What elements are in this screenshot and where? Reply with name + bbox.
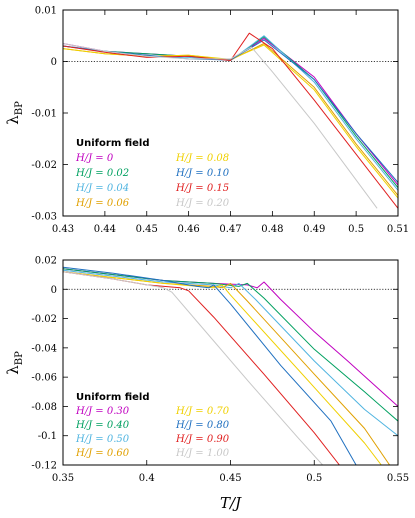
series-line-5 xyxy=(63,266,357,465)
legend-entry: H/J = 0.02 xyxy=(75,168,129,179)
x-tick-label: 0.45 xyxy=(136,224,158,235)
series-line-0 xyxy=(63,268,398,407)
y-axis-label-subscript: BP xyxy=(14,351,25,365)
top-chart-panel: 0.43 0.44 0.45 0.46 0.47 0.48 0.49 0.5 0.51 0.01 0… xyxy=(4,6,409,236)
series-lines xyxy=(63,32,398,209)
y-tick-label: 0 xyxy=(51,285,57,296)
legend-entry: H/J = 0.08 xyxy=(175,153,229,164)
legend-title: Uniform field xyxy=(76,392,150,403)
series-line-7 xyxy=(63,43,378,209)
y-tick-label: -0.02 xyxy=(31,160,57,171)
x-tick-label: 0.35 xyxy=(52,473,74,484)
legend-entry: H/J = 0 xyxy=(75,153,114,164)
legend: Uniform field H/J = 0 H/J = 0.02 H/J = 0.04… xyxy=(75,138,230,209)
x-tick-label: 0.46 xyxy=(177,224,199,235)
legend-entry: H/J = 0.15 xyxy=(175,183,229,194)
y-axis-label-subscript: BP xyxy=(14,101,25,115)
x-tick-label: 0.51 xyxy=(387,224,409,235)
legend-entry: H/J = 1.00 xyxy=(175,448,230,459)
legend-entry: H/J = 0.10 xyxy=(175,168,230,179)
x-axis-label: T/J xyxy=(220,494,242,512)
y-tick-label: 0 xyxy=(51,57,57,68)
legend-entry: H/J = 0.30 xyxy=(75,406,130,417)
legend-entry: H/J = 0.60 xyxy=(75,448,130,459)
legend: Uniform field H/J = 0.30 H/J = 0.40 H/J = 0… xyxy=(75,392,230,459)
x-tick-label: 0.4 xyxy=(139,473,155,484)
x-tick-label: 0.44 xyxy=(94,224,116,235)
y-tick-label: -0.04 xyxy=(31,343,57,354)
y-tick-label: -0.12 xyxy=(31,461,57,472)
legend-entry: H/J = 0.50 xyxy=(75,434,130,445)
legend-entry: H/J = 0.90 xyxy=(175,434,230,445)
y-tick-label: -0.03 xyxy=(31,212,57,223)
series-line-2 xyxy=(63,269,398,437)
y-axis-label-main: λ xyxy=(4,365,22,375)
series-lines xyxy=(63,266,398,465)
y-tick-label: -0.06 xyxy=(31,373,57,384)
y-axis-label: λBP xyxy=(4,351,25,375)
x-tick-label: 0.5 xyxy=(348,224,364,235)
y-tick-label: -0.08 xyxy=(31,402,57,413)
y-axis-label: λBP xyxy=(4,101,25,125)
series-line-5 xyxy=(63,39,398,183)
x-tick-label: 0.49 xyxy=(303,224,325,235)
y-tick-label: -0.1 xyxy=(38,431,57,442)
series-line-4 xyxy=(63,271,382,465)
y-tick-label: -0.01 xyxy=(31,109,57,120)
legend-entry: H/J = 0.70 xyxy=(175,406,230,417)
legend-entry: H/J = 0.06 xyxy=(75,198,130,209)
y-tick-label: 0.01 xyxy=(35,6,57,17)
y-tick-label: 0.02 xyxy=(35,256,57,267)
legend-entry: H/J = 0.80 xyxy=(175,420,230,431)
series-line-1 xyxy=(63,268,398,422)
legend-entry: H/J = 0.40 xyxy=(75,420,130,431)
y-tick-label: -0.02 xyxy=(31,314,57,325)
x-tick-label: 0.43 xyxy=(52,224,74,235)
series-line-6 xyxy=(63,32,398,209)
legend-entry: H/J = 0.20 xyxy=(175,198,230,209)
legend-entry: H/J = 0.04 xyxy=(75,183,129,194)
x-tick-label: 0.47 xyxy=(219,224,241,235)
series-line-7 xyxy=(63,271,323,465)
x-tick-label: 0.55 xyxy=(387,473,409,484)
y-axis-label-main: λ xyxy=(4,115,22,125)
x-tick-label: 0.45 xyxy=(219,473,241,484)
legend-title: Uniform field xyxy=(76,138,150,149)
x-tick-label: 0.5 xyxy=(306,473,322,484)
x-tick-label: 0.48 xyxy=(261,224,283,235)
bottom-chart-panel: 0.35 0.4 0.45 0.5 0.55 0.02 0 -0.02 -0.04 -0.06 -0… xyxy=(4,256,409,513)
